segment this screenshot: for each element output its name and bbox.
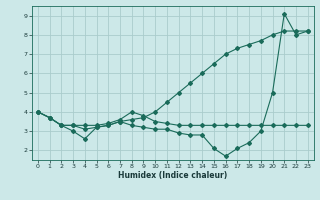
X-axis label: Humidex (Indice chaleur): Humidex (Indice chaleur)	[118, 171, 228, 180]
